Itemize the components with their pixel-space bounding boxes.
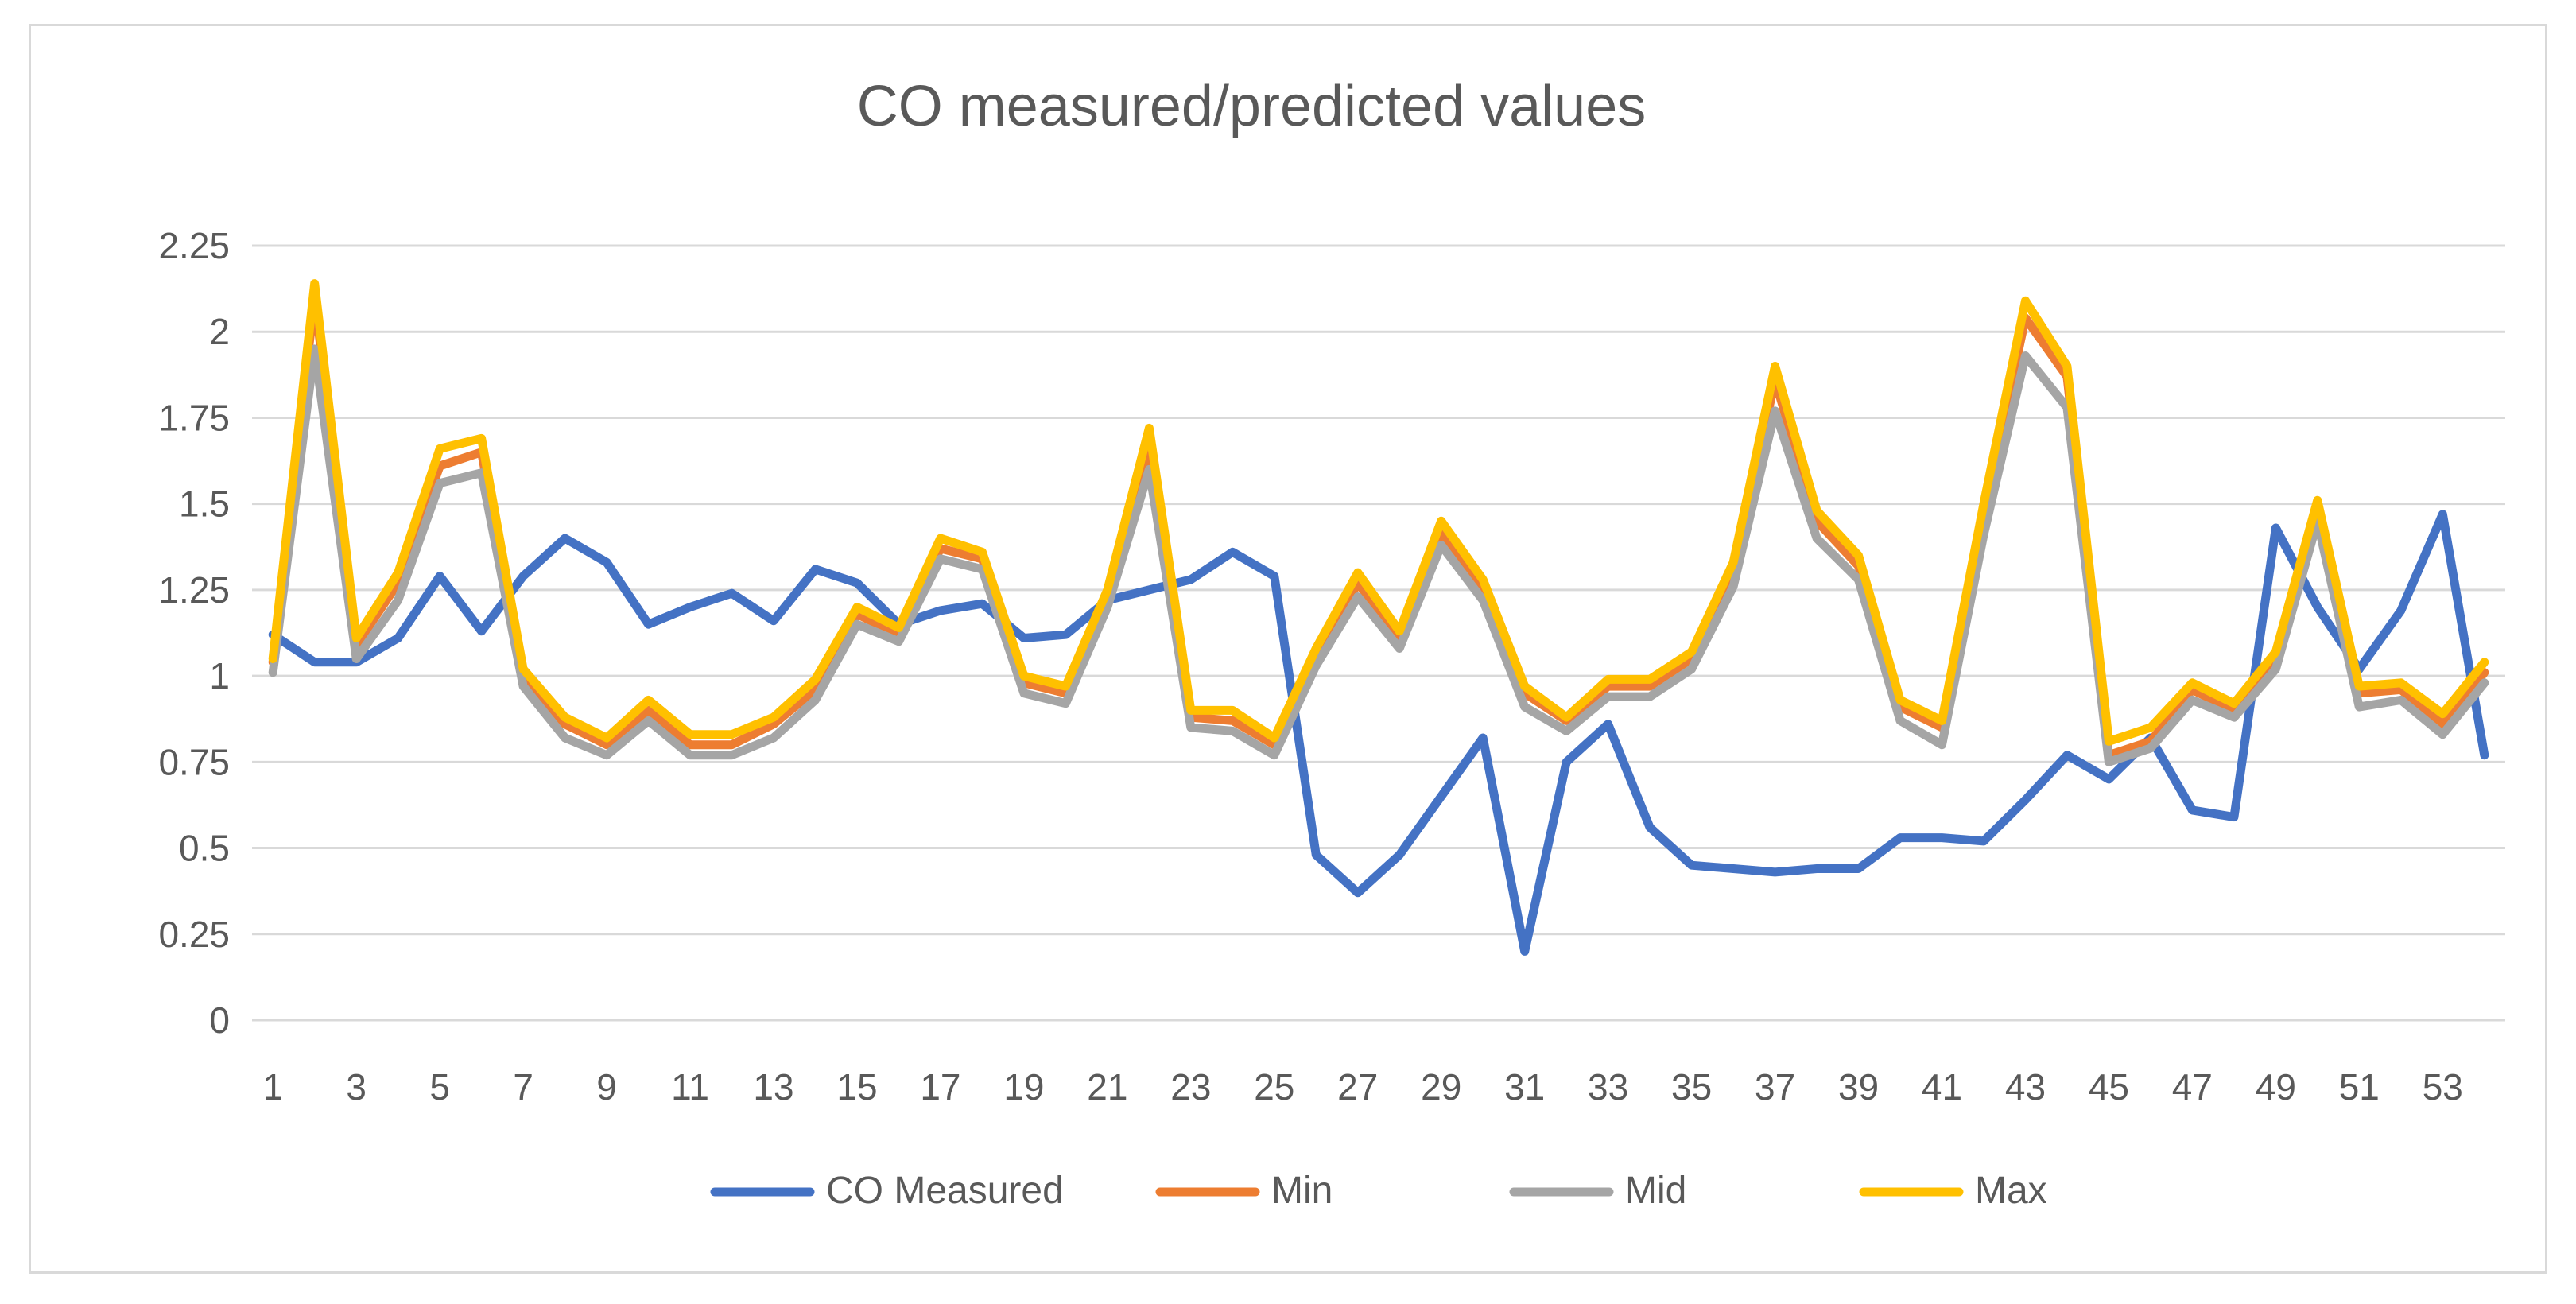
- gridlines: [252, 244, 2505, 1022]
- x-tick-label: 31: [1504, 1066, 1545, 1108]
- x-tick-label: 1: [262, 1066, 283, 1108]
- x-tick-label: 11: [671, 1066, 709, 1108]
- y-tick-label: 1: [209, 655, 230, 697]
- legend-label: CO Measured: [826, 1170, 1064, 1212]
- y-tick-label: 0: [209, 999, 230, 1041]
- x-tick-label: 41: [1922, 1066, 1962, 1108]
- x-tick-label: 43: [2005, 1066, 2046, 1108]
- x-tick-label: 51: [2339, 1066, 2380, 1108]
- x-tick-label: 21: [1087, 1066, 1127, 1108]
- x-tick-label: 19: [1003, 1066, 1044, 1108]
- series-line-max: [268, 279, 2489, 746]
- x-tick-label: 45: [2089, 1066, 2129, 1108]
- series-line-mid: [268, 344, 2489, 766]
- x-tick-label: 15: [836, 1066, 877, 1108]
- x-tick-label: 17: [920, 1066, 960, 1108]
- x-tick-label: 25: [1254, 1066, 1294, 1108]
- chart-frame: CO measured/predicted values 0 0.25 0.5 0.7…: [29, 24, 2547, 1274]
- y-tick-label: 0.5: [179, 828, 230, 869]
- x-tick-label: 33: [1588, 1066, 1628, 1108]
- legend-label: Mid: [1625, 1170, 1686, 1212]
- y-tick-label: 2.25: [158, 225, 230, 266]
- y-tick-label: 1.25: [158, 569, 230, 611]
- x-tick-label: 5: [429, 1066, 450, 1108]
- y-tick-label: 2: [209, 311, 230, 352]
- chart-title: CO measured/predicted values: [857, 75, 1647, 138]
- y-tick-label: 0.25: [158, 914, 230, 955]
- x-axis-ticks: 1 3 5 7 9 11 13 15 17 19 21 23 25 27 29 31 33 35 37 39 41 43 4…: [262, 1066, 2462, 1108]
- x-tick-label: 23: [1170, 1066, 1211, 1108]
- x-tick-label: 35: [1671, 1066, 1712, 1108]
- series-line-min: [268, 293, 2489, 760]
- series-line-co-measured: [268, 510, 2489, 956]
- y-tick-label: 1.5: [179, 483, 230, 525]
- x-tick-label: 29: [1421, 1066, 1461, 1108]
- series-lines: [268, 279, 2489, 956]
- x-tick-label: 53: [2423, 1066, 2463, 1108]
- line-chart: CO measured/predicted values 0 0.25 0.5 0.7…: [158, 75, 2505, 1212]
- x-tick-label: 37: [1755, 1066, 1795, 1108]
- x-tick-label: 39: [1838, 1066, 1879, 1108]
- x-tick-label: 47: [2172, 1066, 2213, 1108]
- y-tick-label: 0.75: [158, 741, 230, 782]
- legend: CO Measured Min Mid Max: [710, 1170, 2047, 1212]
- x-tick-label: 9: [596, 1066, 617, 1108]
- y-tick-label: 1.75: [158, 397, 230, 438]
- legend-label: Max: [1975, 1170, 2047, 1212]
- x-tick-label: 49: [2256, 1066, 2296, 1108]
- x-tick-label: 13: [753, 1066, 793, 1108]
- legend-label: Min: [1271, 1170, 1333, 1212]
- y-axis-ticks: 0 0.25 0.5 0.75 1 1.25 1.5 1.75 2 2.25: [158, 225, 230, 1041]
- x-tick-label: 7: [513, 1066, 533, 1108]
- x-tick-label: 3: [346, 1066, 367, 1108]
- x-tick-label: 27: [1337, 1066, 1378, 1108]
